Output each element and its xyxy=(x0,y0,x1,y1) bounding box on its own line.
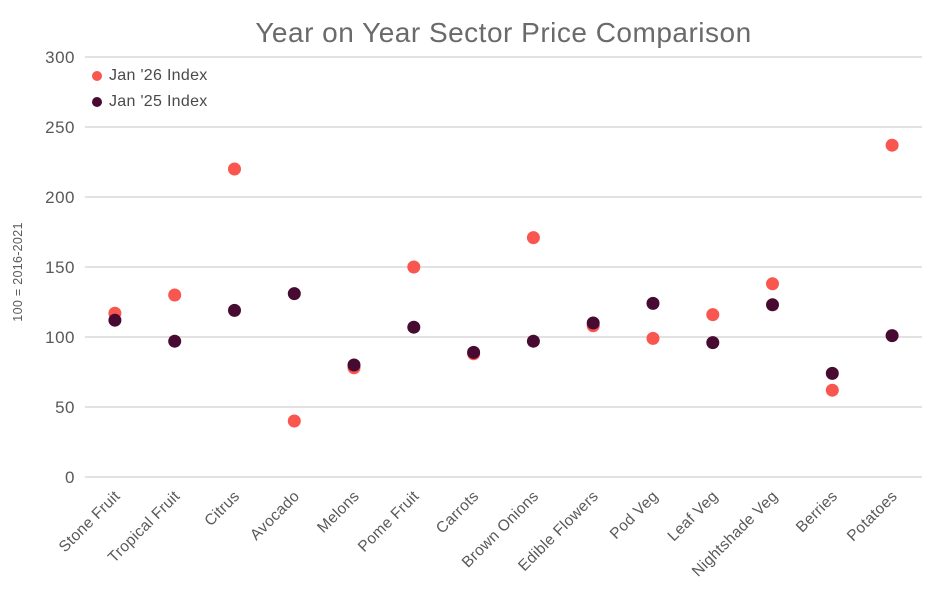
point-jan-25-index-edible-flowers xyxy=(586,316,600,330)
legend-label-jan25: Jan '25 Index xyxy=(109,93,208,110)
point-jan-26-index-brown-onions xyxy=(526,231,540,245)
point-jan-25-index-brown-onions xyxy=(526,334,540,348)
x-tick-label-pod-veg: Pod Veg xyxy=(607,488,662,543)
point-jan-26-index-avocado xyxy=(287,414,301,428)
y-tick-label-0: 0 xyxy=(65,468,75,487)
x-tick-label-carrots: Carrots xyxy=(433,488,482,537)
x-tick-label-citrus: Citrus xyxy=(201,488,243,530)
point-jan-25-index-citrus xyxy=(228,303,241,317)
y-tick-label-150: 150 xyxy=(45,258,75,277)
point-jan-26-index-potatoes xyxy=(885,138,899,152)
chart-title: Year on Year Sector Price Comparison xyxy=(255,17,752,48)
legend-item-jan26: Jan '26 Index xyxy=(92,63,208,89)
x-tick-label-potatoes: Potatoes xyxy=(844,488,901,545)
y-tick-label-200: 200 xyxy=(45,188,75,207)
point-jan-25-index-tropical-fruit xyxy=(168,334,182,348)
point-jan-25-index-avocado xyxy=(287,287,301,301)
point-jan-26-index-citrus xyxy=(228,162,241,176)
legend-dot-jan26-icon xyxy=(92,71,102,81)
point-jan-25-index-pod-veg xyxy=(646,296,660,310)
x-tick-label-berries: Berries xyxy=(793,488,841,536)
point-jan-25-index-potatoes xyxy=(885,329,899,343)
legend-item-jan25: Jan '25 Index xyxy=(92,89,208,115)
y-tick-label-100: 100 xyxy=(45,328,75,347)
x-tick-label-avocado: Avocado xyxy=(247,488,303,544)
point-jan-26-index-pod-veg xyxy=(646,331,660,345)
y-axis-title: 100 = 2016-2021 xyxy=(11,222,25,321)
legend-label-jan26: Jan '26 Index xyxy=(109,67,208,84)
x-tick-label-pome-fruit: Pome Fruit xyxy=(355,488,423,556)
point-jan-26-index-berries xyxy=(825,383,839,397)
point-jan-25-index-nightshade-veg xyxy=(766,298,779,312)
point-jan-25-index-berries xyxy=(825,366,839,380)
y-tick-label-50: 50 xyxy=(55,398,75,417)
y-tick-label-250: 250 xyxy=(45,118,75,137)
point-jan-26-index-leaf-veg xyxy=(706,308,720,322)
point-jan-25-index-pome-fruit xyxy=(407,320,421,334)
point-jan-25-index-melons xyxy=(347,358,361,372)
point-jan-25-index-carrots xyxy=(467,345,481,359)
chart-legend: Jan '26 Index Jan '25 Index xyxy=(92,63,208,115)
point-jan-25-index-stone-fruit xyxy=(108,313,122,327)
y-tick-label-300: 300 xyxy=(45,48,75,67)
point-jan-26-index-nightshade-veg xyxy=(766,277,779,291)
point-jan-25-index-leaf-veg xyxy=(706,336,720,350)
x-tick-label-leaf-veg: Leaf Veg xyxy=(665,488,722,545)
legend-dot-jan25-icon xyxy=(92,97,102,107)
point-jan-26-index-tropical-fruit xyxy=(168,288,182,302)
x-tick-label-melons: Melons xyxy=(314,488,363,537)
point-jan-26-index-pome-fruit xyxy=(407,260,421,274)
